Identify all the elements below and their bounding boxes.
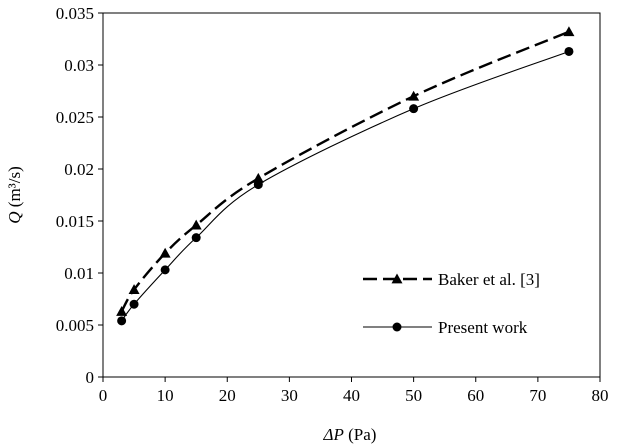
series-layer: [116, 26, 575, 326]
data-point-circle: [191, 233, 201, 243]
legend-item-1: Baker et al. [3]: [363, 270, 540, 289]
data-point-circle: [117, 316, 127, 326]
data-point-circle: [129, 299, 139, 309]
y-tick-label: 0.015: [56, 212, 94, 231]
data-point-circle: [409, 104, 419, 114]
data-point-circle: [160, 265, 170, 275]
data-point-triangle: [159, 247, 171, 258]
x-axis-unit: (Pa): [344, 425, 377, 444]
y-tick-label: 0.025: [56, 108, 94, 127]
y-tick-label: 0.03: [64, 56, 94, 75]
y-tick-label: 0.035: [56, 4, 94, 23]
y-tick-label: 0.01: [64, 264, 94, 283]
data-point-triangle: [252, 172, 264, 183]
data-point-triangle: [563, 26, 575, 37]
legend-label: Baker et al. [3]: [438, 270, 540, 289]
x-tick-label: 20: [219, 386, 236, 405]
x-axis-label: ΔP (Pa): [323, 425, 377, 444]
data-point-triangle: [190, 219, 202, 230]
series-line: [120, 30, 570, 313]
y-axis-unit: (m³/s): [5, 166, 24, 211]
x-tick-label: 70: [529, 386, 546, 405]
x-tick-label: 50: [405, 386, 422, 405]
legend-item-2: Present work: [363, 318, 528, 337]
legend-marker: [392, 322, 402, 332]
series-line: [121, 50, 570, 322]
legend-label: Present work: [438, 318, 528, 337]
y-axis-symbol: Q: [5, 211, 24, 223]
legend: Baker et al. [3] Present work: [363, 270, 540, 337]
data-point-triangle: [128, 284, 140, 295]
y-axis-label: Q (m³/s): [5, 166, 24, 224]
x-tick-label: 80: [592, 386, 609, 405]
data-point-circle: [564, 46, 574, 56]
y-axis-ticks: 0 0.005 0.01 0.015 0.02 0.025 0.03 0.035: [56, 4, 103, 387]
x-tick-label: 40: [343, 386, 360, 405]
x-axis-symbol: ΔP: [323, 425, 344, 444]
series-1: [116, 26, 575, 316]
data-point-triangle: [408, 90, 420, 101]
data-point-triangle: [116, 305, 128, 316]
series-2: [117, 46, 574, 326]
x-tick-label: 0: [99, 386, 108, 405]
y-tick-label: 0: [86, 368, 95, 387]
x-axis-ticks: 0 10 20 30 40 50 60 70 80: [99, 377, 609, 405]
x-tick-label: 60: [467, 386, 484, 405]
x-tick-label: 30: [281, 386, 298, 405]
y-tick-label: 0.02: [64, 160, 94, 179]
x-tick-label: 10: [157, 386, 174, 405]
legend-marker: [391, 273, 403, 284]
data-point-circle: [253, 180, 263, 190]
y-tick-label: 0.005: [56, 316, 94, 335]
